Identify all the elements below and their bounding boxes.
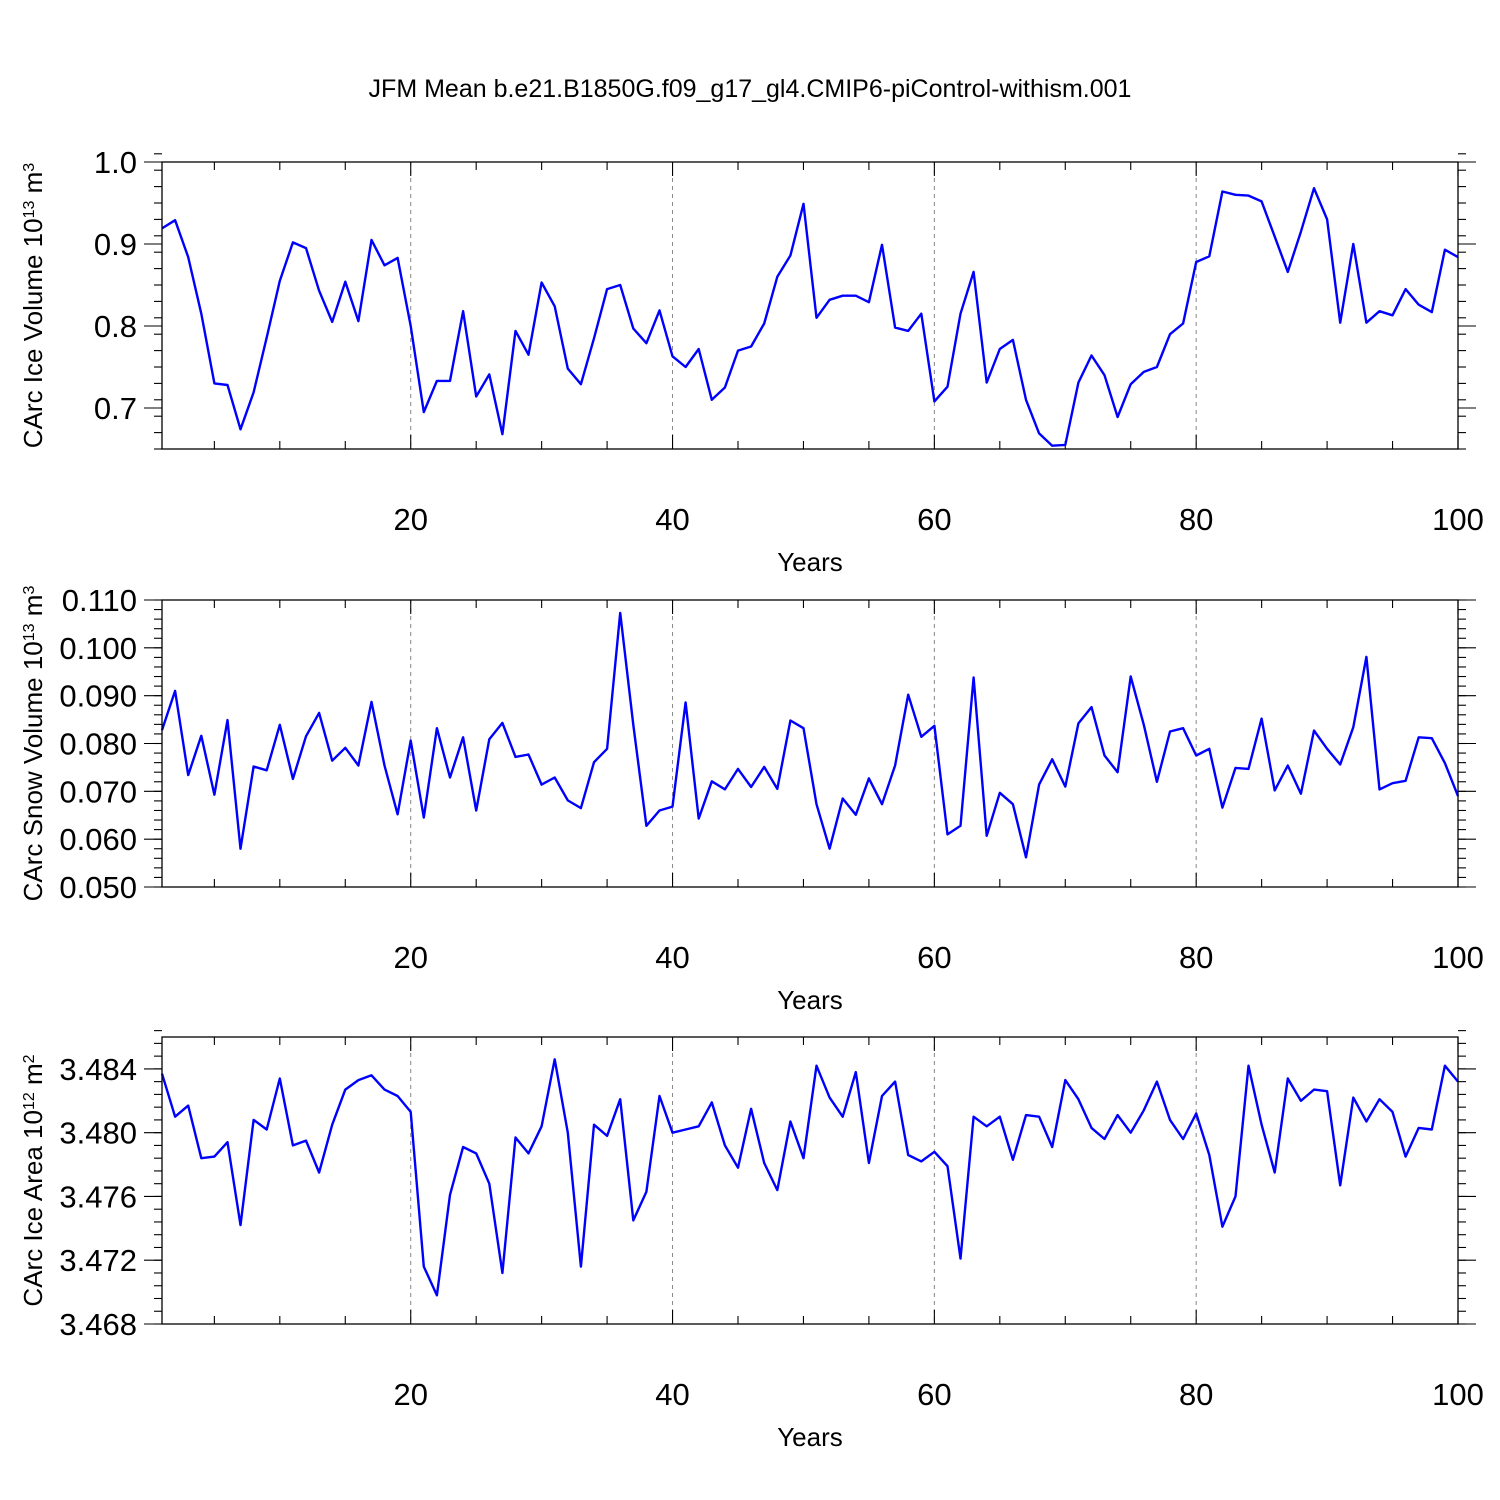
y-tick-label: 0.7 [94,391,137,426]
x-tick-label: 40 [655,940,689,975]
y-tick-label: 3.484 [59,1052,137,1087]
y-tick-label: 0.080 [59,727,137,762]
panels: 0.7 0.8 0.9 1.0 20 40 60 80 100 Years CArc Ice Vol… [18,145,1484,1452]
y-tick-label: 0.9 [94,227,137,262]
y-tick-label: 3.480 [59,1116,137,1151]
panel-2: 0.050 0.060 0.070 0.080 0.090 0.100 0.110 20 40 6… [18,583,1484,1015]
y-axis-label: CArc Ice Area 1012 m2 [18,1054,48,1306]
x-tick-label: 80 [1179,1377,1213,1412]
y-tick-label: 0.060 [59,822,137,857]
y-tick-label: 0.110 [62,583,137,618]
x-tick-label: 40 [655,502,689,537]
y-axis-label: CArc Snow Volume 1013 m3 [18,586,48,902]
plot-frame [161,1036,1459,1325]
x-tick-label: 60 [917,502,951,537]
y-tick-label: 0.100 [59,631,137,666]
x-tick-label: 40 [655,1377,689,1412]
plot-frame [161,161,1459,450]
series-line [160,1058,1459,1297]
series-line [160,611,1460,859]
x-tick-label: 80 [1179,502,1213,537]
x-tick-label: 20 [393,502,427,537]
x-tick-label: 20 [393,1377,427,1412]
panel-1: 0.7 0.8 0.9 1.0 20 40 60 80 100 Years CArc Ice Vol… [18,145,1484,577]
x-axis-label: Years [777,547,843,577]
x-tick-label: 100 [1432,1377,1484,1412]
x-axis-label: Years [777,1422,843,1452]
x-tick-label: 20 [393,940,427,975]
panel-3: 3.468 3.472 3.476 3.480 3.484 20 40 60 80 100 Year… [18,1030,1484,1452]
x-tick-label: 60 [917,1377,951,1412]
y-tick-label: 3.476 [59,1179,137,1214]
y-tick-label: 3.472 [59,1243,137,1278]
x-tick-label: 100 [1432,502,1484,537]
plot-frame [161,599,1459,888]
series-line [161,186,1459,447]
figure-title: JFM Mean b.e21.B1850G.f09_g17_gl4.CMIP6-… [369,75,1132,103]
y-tick-label: 3.468 [59,1307,137,1342]
y-tick-label: 0.8 [94,309,137,344]
x-tick-label: 80 [1179,940,1213,975]
x-tick-label: 60 [917,940,951,975]
y-axis-label: CArc Ice Volume 1013 m3 [18,163,48,448]
x-tick-label: 100 [1432,940,1484,975]
x-axis-label: Years [777,985,843,1015]
y-tick-label: 1.0 [94,145,137,180]
y-tick-label: 0.050 [59,870,137,905]
y-tick-label: 0.070 [59,774,137,809]
y-tick-label: 0.090 [59,679,137,714]
